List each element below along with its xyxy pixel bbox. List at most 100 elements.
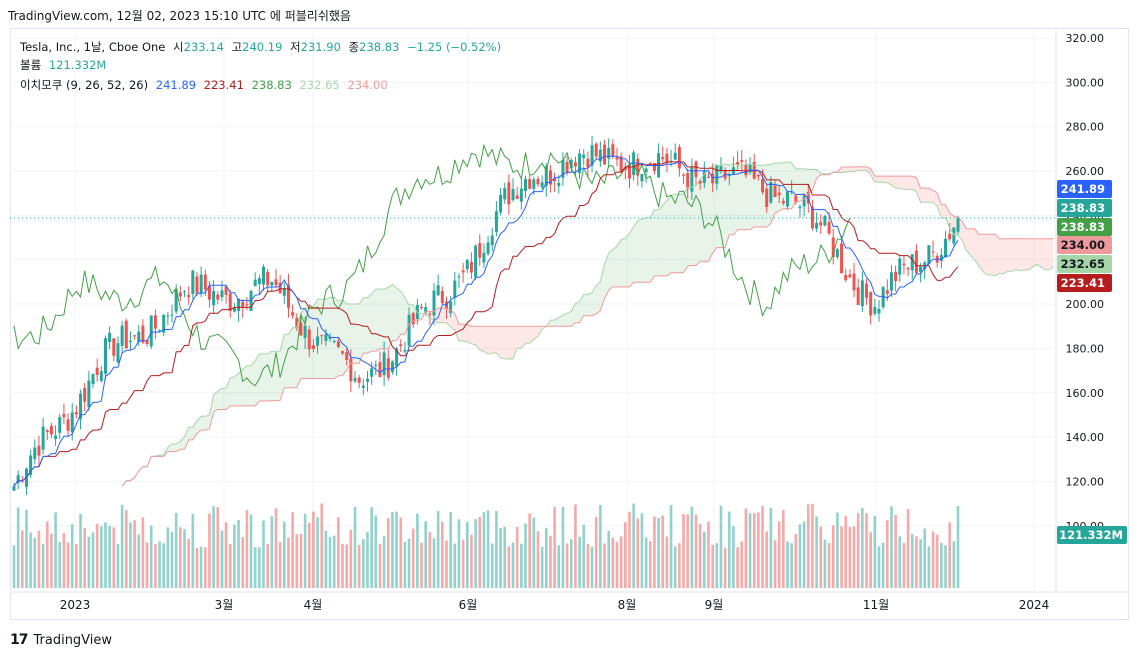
volume-bar [129, 522, 132, 588]
candle-body [806, 192, 810, 204]
candle-body [349, 358, 353, 382]
volume-bar [765, 531, 769, 588]
cloud-segment [725, 164, 730, 248]
change-value: −1.25 (−0.52%) [407, 40, 502, 54]
volume-bar [233, 524, 236, 588]
chart-frame [10, 28, 1129, 620]
candle-body [183, 291, 187, 293]
candle-body [906, 267, 910, 270]
cloud-segment [737, 165, 742, 230]
volume-bar [41, 544, 45, 588]
candle-body [49, 425, 53, 435]
candle-body [573, 162, 577, 167]
volume-bar [578, 536, 581, 588]
candle-body [253, 279, 257, 287]
volume-bar [395, 511, 398, 588]
cloud-segment [367, 293, 372, 354]
cloud-segment [525, 326, 530, 344]
volume-bar [935, 534, 939, 588]
candle-body [245, 304, 249, 306]
candle-body [736, 162, 740, 165]
cloud-segment [779, 162, 784, 211]
volume-bar [470, 534, 473, 588]
cloud-segment [775, 162, 780, 213]
candle-body [956, 217, 960, 232]
volume-bar [603, 543, 606, 588]
cloud-segment [579, 294, 584, 323]
candle-body [374, 364, 378, 366]
volume-bar [786, 541, 789, 588]
volume-bar [258, 547, 261, 588]
lagging-span-line [13, 143, 851, 387]
volume-bar [499, 527, 502, 588]
volume-bar [370, 507, 373, 588]
ichimoku-cloud [122, 161, 1054, 487]
cloud-segment [500, 326, 505, 359]
cloud-segment [804, 168, 809, 199]
cloud-segment [687, 187, 692, 267]
candle-body [370, 368, 374, 377]
candle-body [557, 182, 561, 187]
candle-body [777, 192, 781, 196]
candle-body [524, 178, 528, 191]
candle-body [773, 185, 777, 198]
candle-body [303, 325, 307, 339]
volume-bar [732, 526, 735, 588]
cloud-segment [188, 427, 193, 440]
volume-bar [727, 511, 731, 588]
cloud-segment [696, 178, 701, 266]
candle-body [598, 149, 602, 162]
candle-body [324, 334, 328, 341]
cloud-segment [251, 360, 256, 406]
cloud-segment [167, 443, 173, 452]
cloud-segment [1028, 238, 1033, 270]
candle-body [486, 242, 490, 254]
volume-bar [120, 504, 124, 588]
y-tick-label: 120.00 [1066, 475, 1105, 488]
candle-body [831, 237, 835, 258]
attribution-text: TradingView.com, 12월 02, 2023 15:10 UTC … [8, 9, 351, 23]
candle-body [519, 188, 523, 202]
y-tick-label: 160.00 [1066, 387, 1105, 400]
symbol-title: Tesla, Inc., 1날, Cboe One [20, 40, 166, 54]
volume-bar [66, 542, 70, 588]
volume-bar [611, 537, 615, 588]
cloud-segment [184, 427, 189, 450]
candle-body [191, 270, 195, 295]
cloud-segment [180, 436, 185, 450]
volume-bar [694, 514, 698, 588]
candle-body [619, 156, 623, 173]
cloud-segment [650, 209, 655, 283]
tradingview-logo[interactable]: 17 TradingView [10, 632, 112, 648]
volume-bar [320, 503, 324, 588]
candle-body [232, 307, 236, 312]
volume-bar [374, 515, 378, 588]
candle-body [262, 266, 266, 285]
cloud-segment [209, 394, 214, 429]
volume-bar [944, 545, 947, 588]
candle-body [66, 419, 70, 431]
low-label: 저 [290, 40, 301, 54]
volume-bar [45, 521, 49, 588]
open-label: 시 [173, 40, 184, 54]
price-axis: 320.00300.00280.00260.00240.00220.00200.… [10, 28, 1128, 593]
cloud-segment [987, 234, 992, 275]
volume-bar [553, 506, 556, 588]
candle-body [207, 285, 211, 300]
volume-bar [216, 507, 220, 588]
candle-body [336, 341, 340, 347]
span-a-line [121, 161, 1054, 487]
candle-body [166, 315, 170, 317]
cloud-segment [492, 326, 497, 353]
candles [12, 135, 960, 495]
candle-body [116, 343, 120, 363]
volume-bar [199, 546, 203, 588]
cloud-segment [612, 245, 617, 287]
volume-bar [220, 530, 224, 588]
volume-bar [569, 539, 573, 588]
cloud-segment [745, 164, 751, 230]
volume-bar [495, 510, 498, 588]
candle-body [719, 166, 723, 172]
cloud-segment [242, 365, 247, 406]
